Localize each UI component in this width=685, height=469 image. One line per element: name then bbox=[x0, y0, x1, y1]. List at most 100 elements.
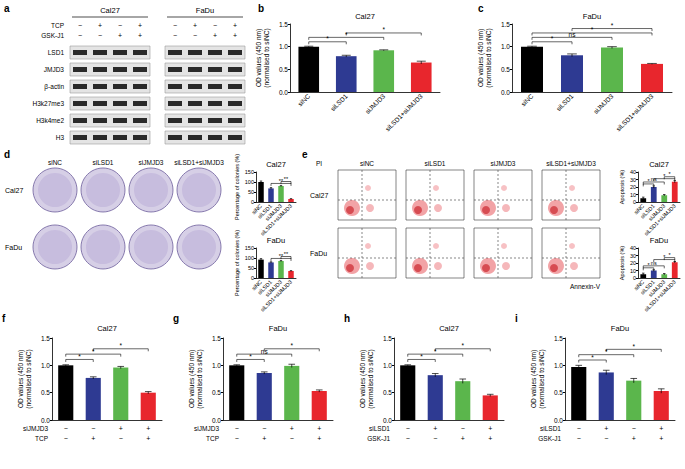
svg-text:−: − bbox=[235, 435, 239, 442]
svg-text:(normalised to siNC): (normalised to siNC) bbox=[367, 349, 375, 408]
svg-text:Cal27: Cal27 bbox=[5, 187, 23, 194]
svg-text:40: 40 bbox=[630, 245, 636, 251]
svg-text:−: − bbox=[213, 22, 217, 29]
svg-text:*: * bbox=[290, 342, 293, 349]
svg-text:−: − bbox=[290, 435, 294, 442]
svg-text:OD values (450 nm): OD values (450 nm) bbox=[17, 350, 25, 408]
svg-text:JMJD3: JMJD3 bbox=[44, 66, 65, 73]
svg-text:+: + bbox=[290, 425, 294, 432]
svg-text:*: * bbox=[382, 26, 385, 33]
svg-text:−: − bbox=[78, 32, 82, 39]
svg-text:0.5: 0.5 bbox=[279, 66, 288, 73]
svg-text:+: + bbox=[119, 425, 123, 432]
svg-text:20: 20 bbox=[630, 260, 636, 266]
svg-text:siLSD1: siLSD1 bbox=[369, 425, 390, 432]
svg-text:siLSD1+siJMJD3: siLSD1+siJMJD3 bbox=[174, 159, 224, 166]
svg-text:0: 0 bbox=[251, 199, 254, 205]
svg-text:*: * bbox=[461, 342, 464, 349]
svg-text:ns: ns bbox=[569, 31, 577, 38]
svg-text:0: 0 bbox=[633, 199, 636, 205]
svg-text:FaDu: FaDu bbox=[267, 236, 285, 245]
svg-text:−: − bbox=[64, 425, 68, 432]
svg-text:OD values (450 nm): OD values (450 nm) bbox=[530, 350, 538, 408]
svg-text:siNC: siNC bbox=[48, 159, 62, 166]
svg-text:+: + bbox=[213, 32, 217, 39]
svg-text:e: e bbox=[302, 149, 308, 160]
svg-text:1.0: 1.0 bbox=[41, 362, 50, 369]
svg-text:1.5: 1.5 bbox=[383, 335, 392, 342]
svg-text:siJMJD3: siJMJD3 bbox=[194, 425, 219, 432]
svg-text:Cal27: Cal27 bbox=[310, 192, 328, 199]
svg-text:+: + bbox=[659, 425, 663, 432]
svg-text:+: + bbox=[98, 22, 102, 29]
svg-text:+: + bbox=[488, 425, 492, 432]
svg-text:50: 50 bbox=[248, 265, 254, 271]
svg-text:*: * bbox=[591, 26, 594, 33]
svg-text:+: + bbox=[262, 435, 266, 442]
svg-text:siLSD1: siLSD1 bbox=[540, 425, 561, 432]
svg-text:*: * bbox=[119, 342, 122, 349]
svg-text:siLSD1+siJMJD3: siLSD1+siJMJD3 bbox=[259, 279, 293, 313]
svg-text:1.5: 1.5 bbox=[212, 335, 221, 342]
svg-text:−: − bbox=[406, 435, 410, 442]
svg-text:H3k27me3: H3k27me3 bbox=[33, 100, 65, 107]
svg-text:30: 30 bbox=[630, 253, 636, 259]
svg-text:GSK-J1: GSK-J1 bbox=[538, 435, 561, 442]
svg-text:1.0: 1.0 bbox=[383, 362, 392, 369]
svg-text:+: + bbox=[461, 435, 465, 442]
svg-text:*: * bbox=[551, 35, 554, 42]
svg-text:siJMJD3: siJMJD3 bbox=[491, 160, 516, 167]
svg-text:1.0: 1.0 bbox=[501, 43, 510, 50]
svg-text:OD values (450 nm): OD values (450 nm) bbox=[255, 29, 263, 87]
svg-text:1.0: 1.0 bbox=[554, 362, 563, 369]
svg-text:(normalised to siNC): (normalised to siNC) bbox=[25, 349, 33, 408]
svg-text:−: − bbox=[632, 425, 636, 432]
svg-text:+: + bbox=[193, 22, 197, 29]
svg-text:+: + bbox=[138, 32, 142, 39]
svg-text:−: − bbox=[604, 435, 608, 442]
svg-text:H3k4me2: H3k4me2 bbox=[36, 117, 64, 124]
svg-text:1.5: 1.5 bbox=[279, 21, 288, 28]
svg-text:−: − bbox=[577, 425, 581, 432]
svg-text:siLSD1+siJMJD3: siLSD1+siJMJD3 bbox=[643, 203, 677, 237]
svg-text:FaDu: FaDu bbox=[611, 324, 629, 333]
svg-text:siLSD1: siLSD1 bbox=[93, 159, 114, 166]
svg-text:(normalised to siNC): (normalised to siNC) bbox=[485, 28, 493, 87]
svg-text:+: + bbox=[488, 435, 492, 442]
svg-text:150: 150 bbox=[245, 169, 254, 175]
svg-text:+: + bbox=[118, 32, 122, 39]
svg-text:1.0: 1.0 bbox=[212, 362, 221, 369]
svg-text:Apoptosis (%): Apoptosis (%) bbox=[619, 170, 625, 204]
svg-text:FaDu: FaDu bbox=[269, 324, 287, 333]
svg-text:−: − bbox=[64, 435, 68, 442]
svg-text:siLSD1: siLSD1 bbox=[425, 160, 446, 167]
svg-text:Percentage of colonies (%): Percentage of colonies (%) bbox=[234, 154, 240, 220]
svg-text:g: g bbox=[173, 313, 179, 324]
svg-text:+: + bbox=[233, 22, 237, 29]
svg-text:30: 30 bbox=[630, 177, 636, 183]
svg-text:+: + bbox=[604, 425, 608, 432]
svg-text:Annexin-V: Annexin-V bbox=[570, 283, 601, 290]
svg-text:0.0: 0.0 bbox=[501, 89, 510, 96]
svg-text:siJMJD3: siJMJD3 bbox=[592, 92, 615, 115]
svg-text:siNC: siNC bbox=[520, 92, 535, 107]
svg-text:+: + bbox=[146, 435, 150, 442]
svg-text:0: 0 bbox=[251, 275, 254, 281]
svg-text:(normalised to siNC): (normalised to siNC) bbox=[538, 349, 546, 408]
svg-text:Cal27: Cal27 bbox=[649, 160, 669, 169]
svg-text:−: − bbox=[235, 425, 239, 432]
svg-text:c: c bbox=[478, 3, 484, 14]
svg-text:−: − bbox=[406, 425, 410, 432]
svg-text:**: ** bbox=[284, 251, 289, 257]
svg-text:siNC: siNC bbox=[360, 160, 374, 167]
svg-text:−: − bbox=[173, 22, 177, 29]
svg-text:FaDu: FaDu bbox=[310, 250, 327, 257]
svg-text:H3: H3 bbox=[56, 134, 65, 141]
svg-text:i: i bbox=[515, 313, 518, 324]
svg-text:siLSD1+siJMJD3: siLSD1+siJMJD3 bbox=[643, 279, 677, 313]
svg-text:10: 10 bbox=[630, 268, 636, 274]
svg-text:1.5: 1.5 bbox=[41, 335, 50, 342]
svg-text:siLSD1+siJMJD3: siLSD1+siJMJD3 bbox=[546, 160, 596, 167]
svg-text:FaDu: FaDu bbox=[650, 236, 668, 245]
svg-text:0.0: 0.0 bbox=[279, 89, 288, 96]
